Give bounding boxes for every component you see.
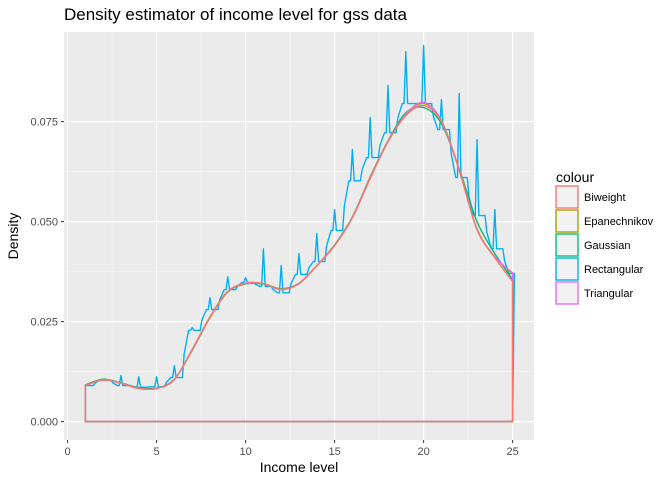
y-axis-ticks: 0.000 0.025 0.050 0.075 [30, 117, 64, 429]
density-line-rectangular [84, 44, 516, 423]
x-tick-label: 15 [328, 446, 340, 458]
chart-title: Density estimator of income level for gs… [64, 5, 408, 24]
legend-key-rectangular [555, 257, 579, 281]
legend-title: colour [556, 169, 594, 185]
legend-label-gaussian: Gaussian [584, 240, 630, 252]
legend-key-epanechnikov [555, 209, 579, 233]
x-axis-ticks: 0 5 10 15 20 25 [64, 440, 519, 458]
density-line-biweight [84, 104, 514, 423]
legend-key-gaussian [555, 233, 579, 257]
x-tick-label: 25 [507, 446, 519, 458]
legend-key-biweight [555, 185, 579, 209]
legend-label-epanechnikov: Epanechnikov [584, 216, 654, 228]
x-tick-label: 0 [64, 446, 70, 458]
x-tick-label: 10 [239, 446, 251, 458]
legend-key-triangular [555, 281, 579, 305]
y-tick-label: 0.000 [30, 417, 58, 429]
legend-label-biweight: Biweight [584, 192, 626, 204]
y-tick-label: 0.025 [30, 317, 58, 329]
x-tick-label: 5 [154, 446, 160, 458]
y-tick-label: 0.075 [30, 117, 58, 129]
plot-panel [64, 32, 534, 440]
x-tick-label: 20 [417, 446, 429, 458]
legend-label-triangular: Triangular [584, 288, 633, 300]
y-axis-title: Density [5, 213, 21, 260]
series-layer [84, 44, 516, 423]
minor-gridlines [64, 32, 534, 440]
x-axis-title: Income level [260, 459, 339, 475]
legend: colour Biweight Epanechnikov Gaussian Recta… [555, 169, 654, 305]
legend-label-rectangular: Rectangular [584, 264, 644, 276]
y-tick-label: 0.050 [30, 217, 58, 229]
